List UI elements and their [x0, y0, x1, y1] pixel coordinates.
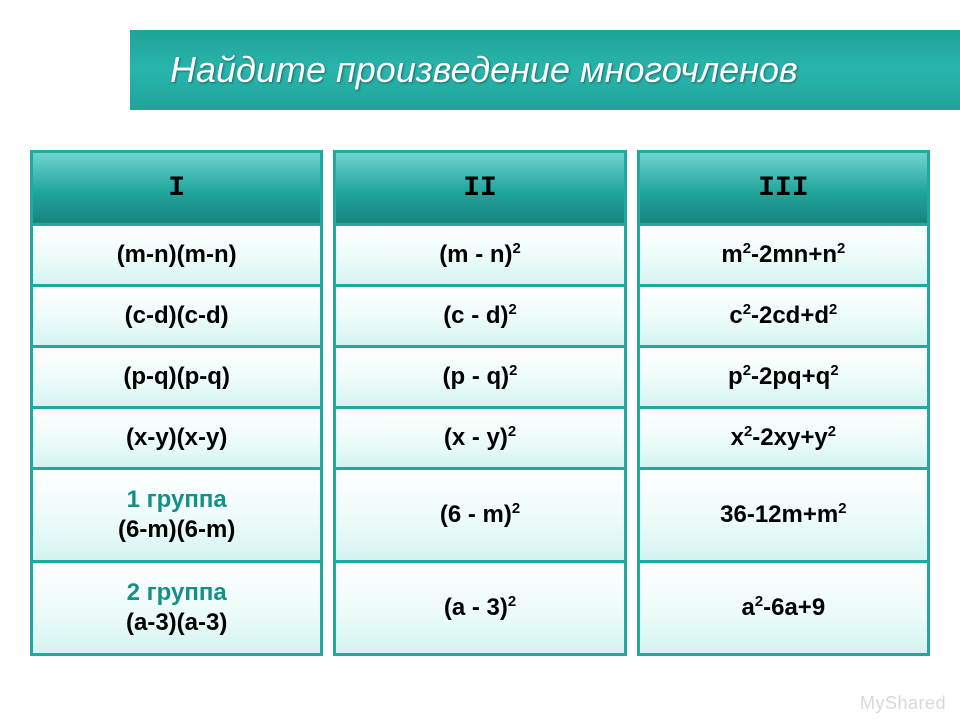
table-cell: (m-n)(m-n)	[33, 226, 320, 284]
table-cell: a2-6a+9	[640, 563, 927, 653]
table-cell: x2-2xy+y2	[640, 409, 927, 467]
group-label: 2 группа	[41, 578, 312, 608]
group-expr: (6-m)(6-m)	[118, 516, 235, 543]
col1-header: I	[33, 153, 320, 223]
table-cell: (m - n)2	[336, 226, 623, 284]
table-cell: 36-12m+m2	[640, 470, 927, 560]
table-cell: m2-2mn+n2	[640, 226, 927, 284]
table-cell-group: 1 группа (6-m)(6-m)	[33, 470, 320, 560]
group-expr: (a-3)(a-3)	[126, 609, 227, 636]
tables-container: I (m-n)(m-n) (c-d)(c-d) (p-q)(p-q) (x-y)…	[30, 150, 930, 656]
col2-header: II	[336, 153, 623, 223]
page-title: Найдите произведение многочленов	[170, 49, 798, 91]
table-cell: (x-y)(x-y)	[33, 409, 320, 467]
group-label: 1 группа	[41, 485, 312, 515]
title-bar: Найдите произведение многочленов	[130, 30, 960, 110]
table-cell: (a - 3)2	[336, 563, 623, 653]
table-cell: c2-2cd+d2	[640, 287, 927, 345]
column-1-table: I (m-n)(m-n) (c-d)(c-d) (p-q)(p-q) (x-y)…	[30, 150, 323, 656]
table-cell: (p-q)(p-q)	[33, 348, 320, 406]
watermark: MyShared	[860, 693, 946, 714]
table-cell: (x - y)2	[336, 409, 623, 467]
table-cell: (c - d)2	[336, 287, 623, 345]
table-cell-group: 2 группа (a-3)(a-3)	[33, 563, 320, 653]
table-cell: (c-d)(c-d)	[33, 287, 320, 345]
column-3-table: III m2-2mn+n2 c2-2cd+d2 p2-2pq+q2 x2-2xy…	[637, 150, 930, 656]
table-cell: (6 - m)2	[336, 470, 623, 560]
table-cell: p2-2pq+q2	[640, 348, 927, 406]
table-cell: (p - q)2	[336, 348, 623, 406]
col3-header: III	[640, 153, 927, 223]
column-2-table: II (m - n)2 (c - d)2 (p - q)2 (x - y)2 (…	[333, 150, 626, 656]
